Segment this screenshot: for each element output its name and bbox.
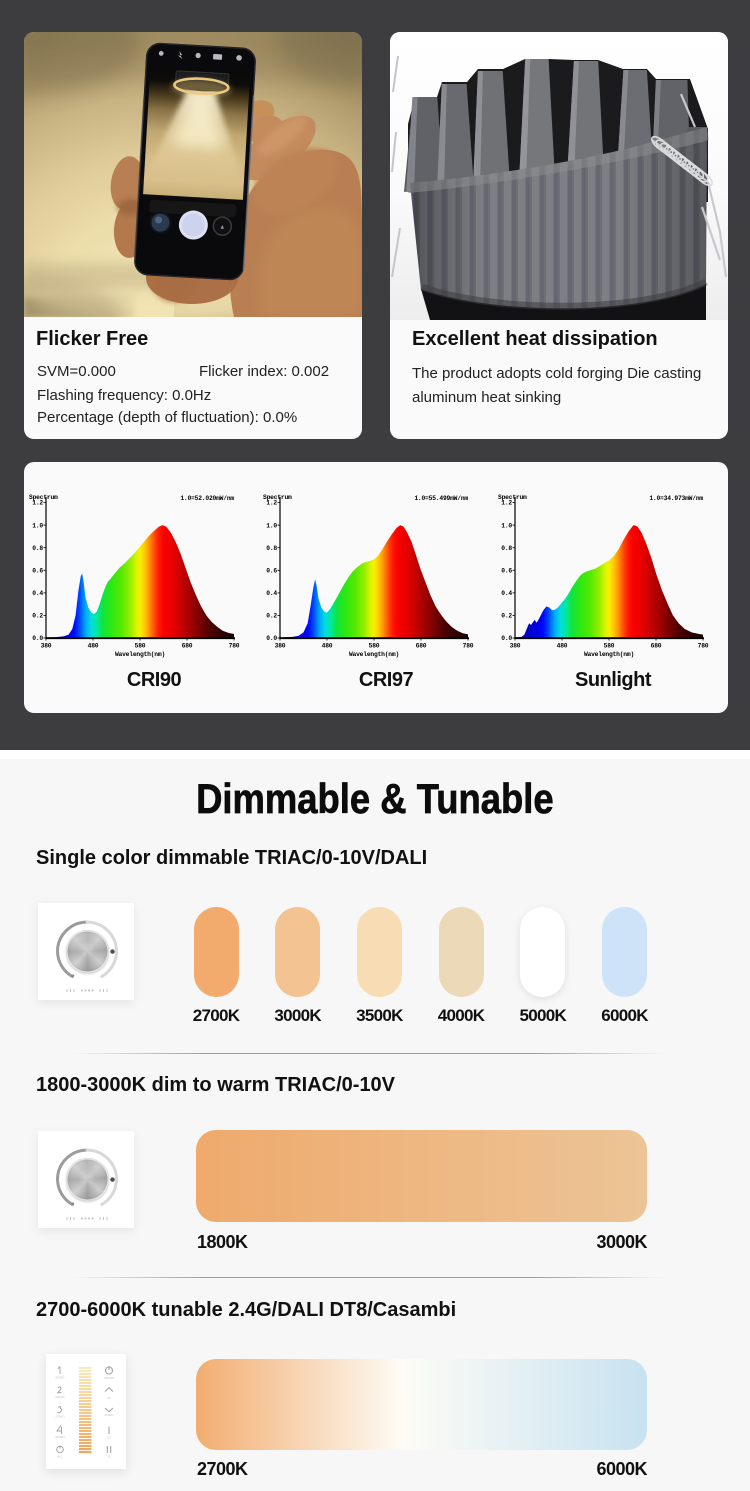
- svg-text:0.4: 0.4: [501, 590, 512, 597]
- svg-text:▲: ▲: [219, 225, 225, 231]
- svg-text:1.0=55.499mW/nm: 1.0=55.499mW/nm: [414, 495, 468, 502]
- svg-text:1.0: 1.0: [266, 522, 277, 529]
- svg-text:1.2: 1.2: [32, 500, 43, 507]
- svg-text:DOWN: DOWN: [105, 1413, 114, 1417]
- svg-text:ZONE2: ZONE2: [55, 1395, 65, 1399]
- svg-text:680: 680: [416, 643, 427, 650]
- svg-text:Wavelength(nm): Wavelength(nm): [349, 651, 399, 658]
- svg-text:0.8: 0.8: [266, 545, 277, 552]
- svg-text:480: 480: [88, 643, 99, 650]
- svg-text:480: 480: [557, 643, 568, 650]
- svg-text:1.0=52.020mW/nm: 1.0=52.020mW/nm: [180, 495, 234, 502]
- svg-text:580: 580: [604, 643, 615, 650]
- svg-text:780: 780: [229, 643, 240, 650]
- svg-text:380: 380: [275, 643, 286, 650]
- svg-text:ZONE1: ZONE1: [55, 1376, 65, 1380]
- svg-text:1.0: 1.0: [32, 522, 43, 529]
- svg-text:680: 680: [182, 643, 193, 650]
- svg-text:S1: S1: [107, 1436, 111, 1440]
- svg-text:0.8: 0.8: [32, 545, 43, 552]
- svg-text:1.2: 1.2: [266, 500, 277, 507]
- svg-text:0.0: 0.0: [501, 635, 512, 642]
- svg-text:ZONE3: ZONE3: [55, 1415, 65, 1419]
- svg-text:Spectrum: Spectrum: [498, 494, 527, 501]
- svg-text:ON/OFF: ON/OFF: [104, 1376, 115, 1380]
- svg-text:580: 580: [135, 643, 146, 650]
- svg-text:0.6: 0.6: [266, 568, 277, 575]
- svg-text:0.2: 0.2: [266, 613, 277, 620]
- svg-text:Spectrum: Spectrum: [29, 494, 58, 501]
- svg-text:780: 780: [463, 643, 474, 650]
- svg-text:1.2: 1.2: [501, 500, 512, 507]
- svg-text:380: 380: [41, 643, 52, 650]
- svg-text:0.4: 0.4: [266, 590, 277, 597]
- svg-text:480: 480: [322, 643, 333, 650]
- svg-text:ZONE4: ZONE4: [55, 1435, 65, 1439]
- svg-text:Wavelength(nm): Wavelength(nm): [584, 651, 634, 658]
- svg-text:0.6: 0.6: [501, 568, 512, 575]
- svg-text:Spectrum: Spectrum: [263, 494, 292, 501]
- svg-text:1.0=34.973mW/nm: 1.0=34.973mW/nm: [649, 495, 703, 502]
- svg-text:0.2: 0.2: [501, 613, 512, 620]
- svg-text:0.0: 0.0: [266, 635, 277, 642]
- svg-text:S2: S2: [107, 1455, 111, 1459]
- svg-text:580: 580: [369, 643, 380, 650]
- svg-text:0.2: 0.2: [32, 613, 43, 620]
- svg-text:UP: UP: [107, 1396, 111, 1400]
- svg-text:0.4: 0.4: [32, 590, 43, 597]
- svg-text:0.6: 0.6: [32, 568, 43, 575]
- svg-text:680: 680: [651, 643, 662, 650]
- svg-text:ALL: ALL: [58, 1455, 63, 1459]
- svg-text:380: 380: [510, 643, 521, 650]
- svg-text:0.8: 0.8: [501, 545, 512, 552]
- svg-text:1.0: 1.0: [501, 522, 512, 529]
- svg-text:780: 780: [698, 643, 709, 650]
- svg-text:0.0: 0.0: [32, 635, 43, 642]
- svg-text:Wavelength(nm): Wavelength(nm): [115, 651, 165, 658]
